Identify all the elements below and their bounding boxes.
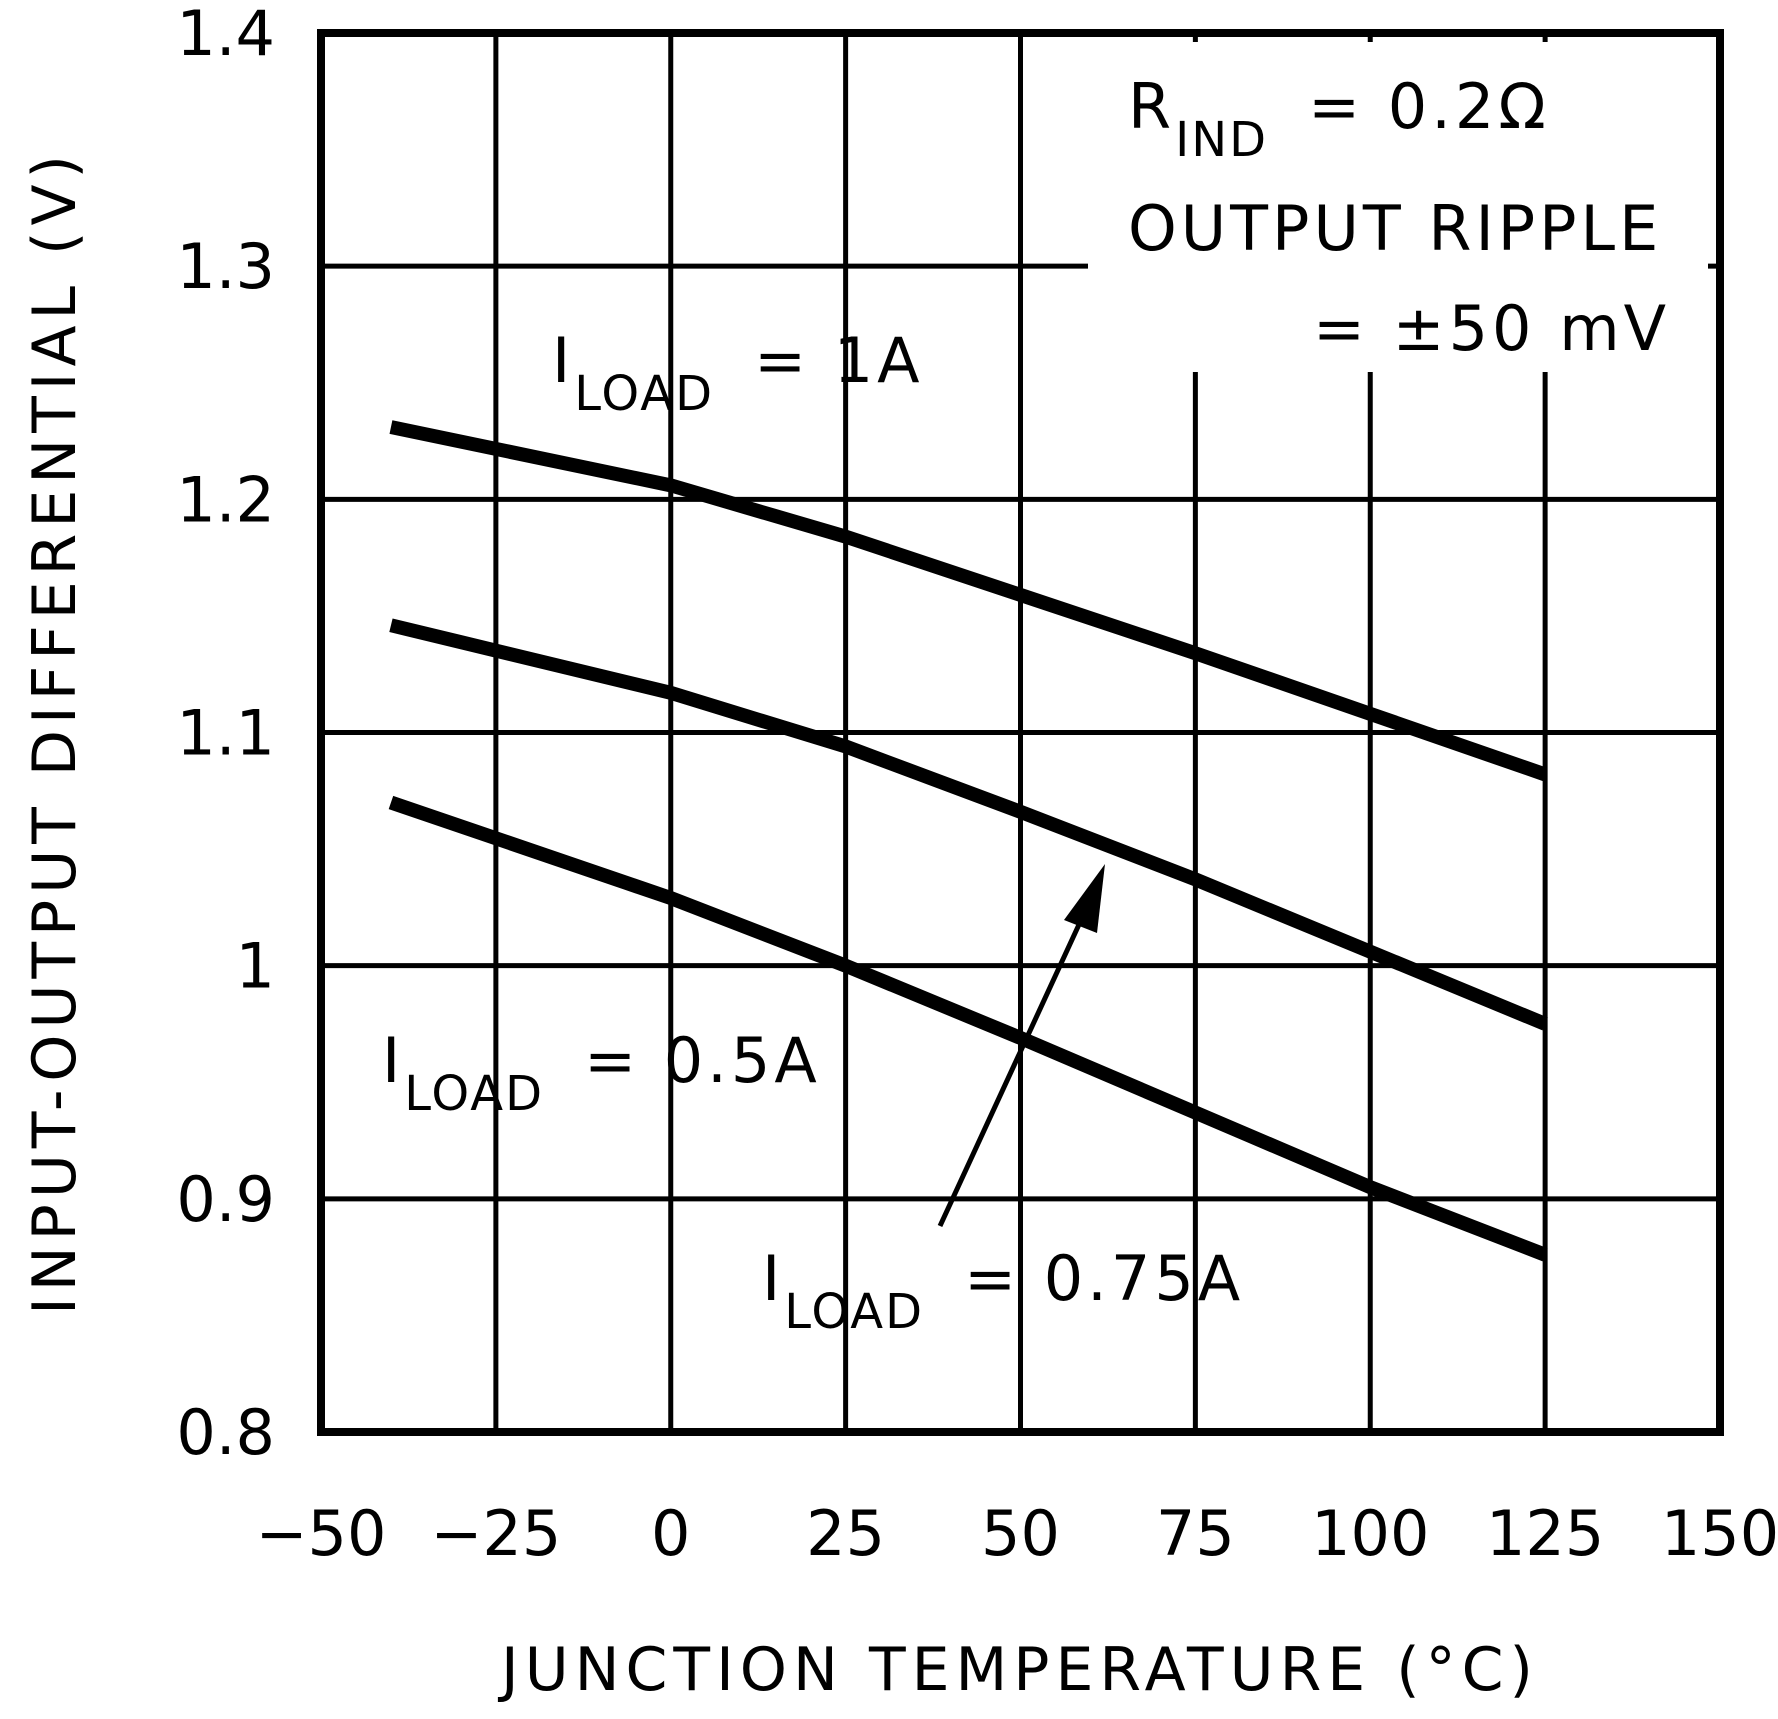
ripple-annotation-line1: OUTPUT RIPPLE bbox=[1128, 192, 1662, 265]
y-tick-label: 1 bbox=[236, 930, 275, 1003]
y-tick-label: 1.1 bbox=[176, 697, 275, 770]
x-tick-label: 100 bbox=[1311, 1497, 1429, 1570]
y-axis-title: INPUT-OUTPUT DIFFERENTIAL (V) bbox=[20, 149, 90, 1315]
tick-labels: −50 −25 0 25 50 75 100 125 150 0.8 0.9 1 1.1 1.2 1.3 1.… bbox=[176, 0, 1778, 1570]
series-line bbox=[388, 795, 1548, 1262]
annotation-background bbox=[1088, 42, 1708, 372]
y-tick-label: 0.8 bbox=[176, 1396, 275, 1469]
x-tick-label: 150 bbox=[1661, 1497, 1778, 1570]
x-tick-label: 25 bbox=[806, 1497, 885, 1570]
series-line bbox=[389, 420, 1548, 782]
x-tick-label: −50 bbox=[256, 1497, 387, 1570]
rind-annotation: RIND = 0.2Ω bbox=[1128, 70, 1550, 168]
x-tick-label: 125 bbox=[1486, 1497, 1604, 1570]
x-tick-label: 0 bbox=[651, 1497, 690, 1570]
plot-frame bbox=[317, 29, 1724, 1436]
x-tick-label: 75 bbox=[1156, 1497, 1235, 1570]
y-tick-label: 1.3 bbox=[176, 230, 275, 303]
y-tick-label: 1.4 bbox=[176, 0, 275, 70]
arrow-icon bbox=[937, 864, 1105, 1228]
ripple-annotation-line2: = ±50 mV bbox=[1313, 292, 1670, 365]
data-curves bbox=[388, 420, 1548, 1262]
x-tick-label: −25 bbox=[430, 1497, 561, 1570]
series-line bbox=[389, 618, 1548, 1031]
x-axis-title: JUNCTION TEMPERATURE (°C) bbox=[497, 1635, 1539, 1705]
x-tick-label: 50 bbox=[981, 1497, 1060, 1570]
label-iload-0-75a: ILOAD = 0.75A bbox=[762, 1242, 1244, 1340]
y-tick-label: 0.9 bbox=[176, 1163, 275, 1236]
label-iload-1a: ILOAD = 1A bbox=[552, 324, 924, 422]
y-tick-label: 1.2 bbox=[176, 463, 275, 536]
label-iload-0-5a: ILOAD = 0.5A bbox=[382, 1024, 821, 1122]
